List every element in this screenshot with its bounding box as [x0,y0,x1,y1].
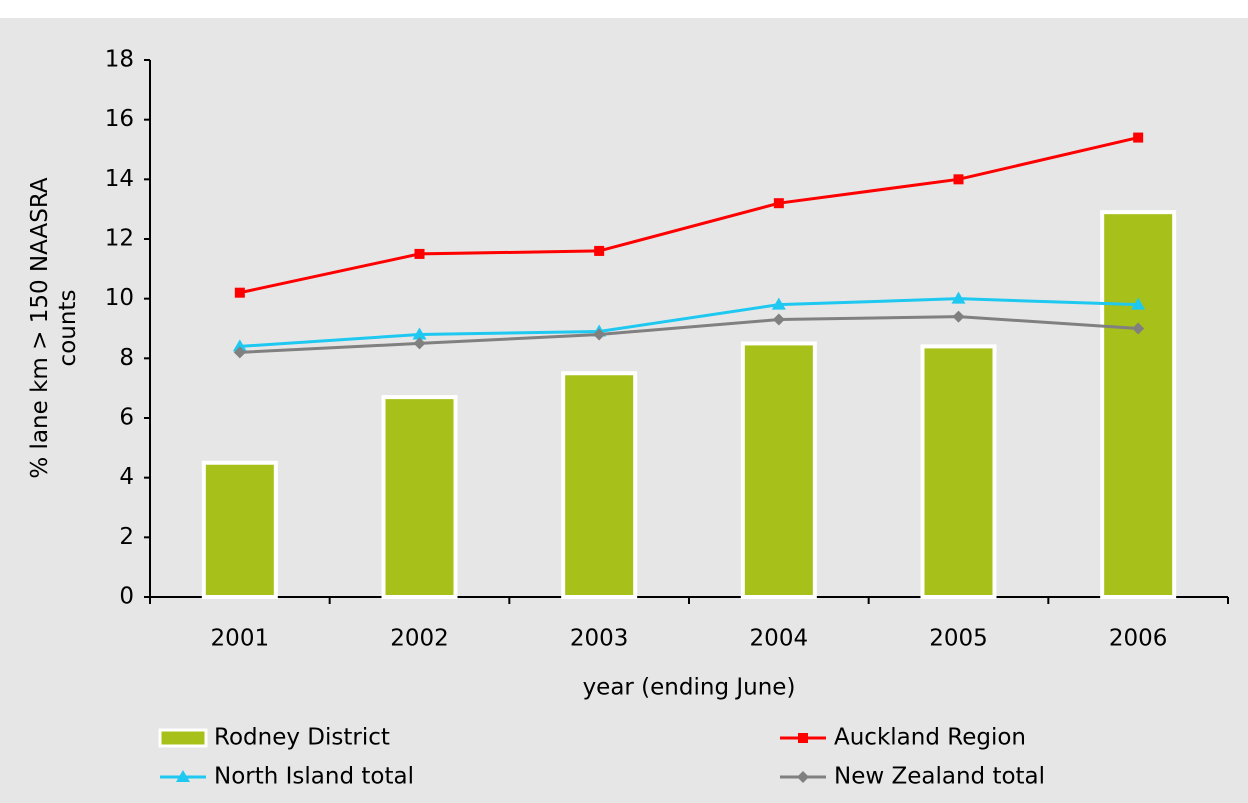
y-axis-label: % lane km > 150 NAASRAcounts [27,177,81,478]
line [239,136,1139,295]
bar [201,460,278,599]
legend-label: Auckland Region [834,725,1026,751]
y-tick-label: 12 [105,226,134,252]
marker [951,291,966,304]
bar [920,344,997,599]
marker [412,327,427,340]
marker [1133,132,1144,143]
line [239,297,1139,348]
x-tick-label: 2001 [211,626,270,652]
legend-label: Rodney District [214,725,390,751]
x-tick-label: 2003 [570,626,629,652]
y-tick-label: 14 [105,166,134,192]
marker [414,248,425,259]
x-axis-label: year (ending June) [583,675,796,701]
x-tick-label: 2002 [390,626,449,652]
bar [1100,210,1177,599]
marker [413,337,426,350]
marker [798,733,808,743]
legend-label: New Zealand total [834,764,1045,790]
y-tick-label: 18 [105,47,134,73]
marker [772,313,785,326]
marker [771,297,786,310]
bar [561,371,638,599]
marker [594,245,605,256]
marker [233,346,246,359]
bar [381,395,458,599]
x-tick-label: 2004 [750,626,809,652]
marker [176,770,190,782]
x-tick-label: 2006 [1109,626,1168,652]
marker [593,328,606,341]
marker [1131,297,1146,310]
marker [234,287,245,298]
y-tick-label: 16 [105,106,134,132]
y-tick-label: 10 [105,285,134,311]
line [239,315,1139,354]
marker [1132,322,1145,335]
y-tick-label: 2 [119,524,134,550]
y-tick-label: 8 [119,345,134,371]
legend-label: North Island total [214,764,414,790]
y-tick-label: 6 [119,405,134,431]
y-tick-label: 0 [119,584,134,610]
x-tick-label: 2005 [929,626,988,652]
marker [797,771,809,783]
marker [773,198,784,209]
bar [740,341,817,599]
y-tick-label: 4 [119,464,134,490]
marker [952,310,965,323]
marker [953,174,964,185]
marker [232,339,247,352]
legend-swatch [158,728,208,748]
